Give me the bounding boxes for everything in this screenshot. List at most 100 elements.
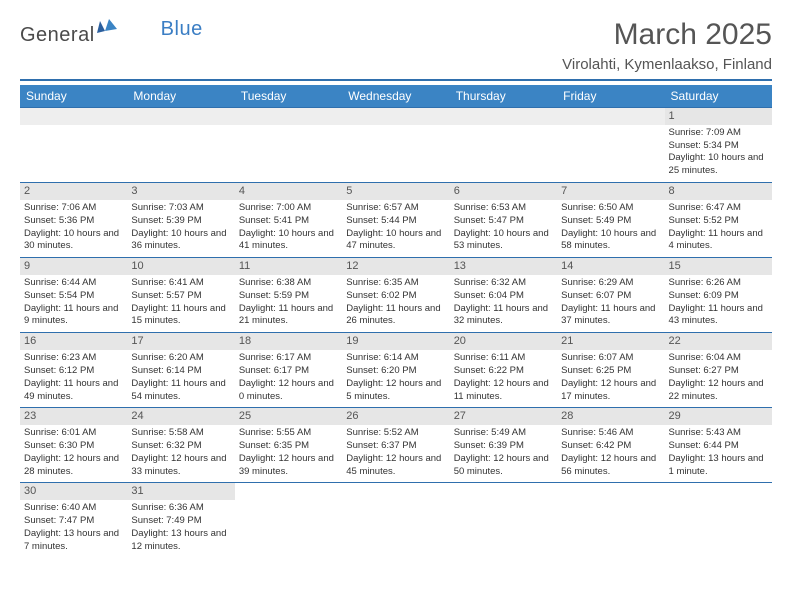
calendar-day-cell: 13 Sunrise: 6:32 AMSunset: 6:04 PMDayligh… [450, 258, 557, 333]
day-number: 27 [450, 408, 557, 425]
day-details: Sunrise: 5:52 AMSunset: 6:37 PMDaylight:… [346, 427, 445, 478]
day-number: 7 [557, 183, 664, 200]
brand-logo: General Blue [20, 24, 203, 47]
day-details: Sunrise: 6:14 AMSunset: 6:20 PMDaylight:… [346, 352, 445, 403]
day-details: Sunrise: 6:11 AMSunset: 6:22 PMDaylight:… [454, 352, 553, 403]
day-number: 15 [665, 258, 772, 275]
header: General Blue March 2025 Virolahti, Kymen… [20, 18, 772, 73]
day-number: 12 [342, 258, 449, 275]
day-details: Sunrise: 6:40 AMSunset: 7:47 PMDaylight:… [24, 502, 123, 553]
weekday-header: Tuesday [235, 85, 342, 108]
calendar-day-cell [450, 108, 557, 183]
day-details: Sunrise: 6:20 AMSunset: 6:14 PMDaylight:… [131, 352, 230, 403]
day-number: 17 [127, 333, 234, 350]
calendar-day-cell: 8Sunrise: 6:47 AMSunset: 5:52 PMDaylight… [665, 183, 772, 258]
brand-part1: General [20, 24, 95, 47]
location-text: Virolahti, Kymenlaakso, Finland [562, 56, 772, 73]
weekday-header: Wednesday [342, 85, 449, 108]
day-number-empty [557, 108, 664, 125]
calendar-week-row: 30 Sunrise: 6:40 AMSunset: 7:47 PMDayligh… [20, 483, 772, 558]
calendar-day-cell [235, 483, 342, 558]
calendar-header: SundayMondayTuesdayWednesdayThursdayFrid… [20, 85, 772, 108]
day-number: 22 [665, 333, 772, 350]
day-number: 24 [127, 408, 234, 425]
weekday-header: Saturday [665, 85, 772, 108]
calendar-day-cell: 3Sunrise: 7:03 AMSunset: 5:39 PMDaylight… [127, 183, 234, 258]
calendar-day-cell: 29Sunrise: 5:43 AMSunset: 6:44 PMDayligh… [665, 408, 772, 483]
day-number: 23 [20, 408, 127, 425]
day-number: 20 [450, 333, 557, 350]
day-details: Sunrise: 6:50 AMSunset: 5:49 PMDaylight:… [561, 202, 660, 253]
calendar-day-cell [557, 108, 664, 183]
calendar-day-cell: 18 Sunrise: 6:17 AMSunset: 6:17 PMDayligh… [235, 333, 342, 408]
day-details: Sunrise: 6:32 AMSunset: 6:04 PMDaylight:… [454, 277, 553, 328]
weekday-header: Thursday [450, 85, 557, 108]
day-details: Sunrise: 6:07 AMSunset: 6:25 PMDaylight:… [561, 352, 660, 403]
day-number: 5 [342, 183, 449, 200]
calendar-day-cell: 31 Sunrise: 6:36 AMSunset: 7:49 PMDayligh… [127, 483, 234, 558]
day-number-empty [450, 108, 557, 125]
day-details: Sunrise: 6:44 AMSunset: 5:54 PMDaylight:… [24, 277, 123, 328]
calendar-day-cell [557, 483, 664, 558]
day-number: 26 [342, 408, 449, 425]
day-number: 18 [235, 333, 342, 350]
calendar-day-cell: 30 Sunrise: 6:40 AMSunset: 7:47 PMDayligh… [20, 483, 127, 558]
day-details: Sunrise: 7:00 AMSunset: 5:41 PMDaylight:… [239, 202, 338, 253]
calendar-day-cell: 1Sunrise: 7:09 AMSunset: 5:34 PMDaylight… [665, 108, 772, 183]
calendar-day-cell: 26 Sunrise: 5:52 AMSunset: 6:37 PMDayligh… [342, 408, 449, 483]
calendar-day-cell: 14 Sunrise: 6:29 AMSunset: 6:07 PMDayligh… [557, 258, 664, 333]
calendar-week-row: 2Sunrise: 7:06 AMSunset: 5:36 PMDaylight… [20, 183, 772, 258]
day-details: Sunrise: 6:35 AMSunset: 6:02 PMDaylight:… [346, 277, 445, 328]
day-number: 11 [235, 258, 342, 275]
day-number-empty [20, 108, 127, 125]
calendar-day-cell: 7 Sunrise: 6:50 AMSunset: 5:49 PMDaylight… [557, 183, 664, 258]
weekday-header: Monday [127, 85, 234, 108]
day-number: 8 [665, 183, 772, 200]
weekday-header: Sunday [20, 85, 127, 108]
day-number: 9 [20, 258, 127, 275]
day-details: Sunrise: 6:17 AMSunset: 6:17 PMDaylight:… [239, 352, 338, 403]
header-rule [20, 79, 772, 81]
day-number: 28 [557, 408, 664, 425]
calendar-day-cell: 4Sunrise: 7:00 AMSunset: 5:41 PMDaylight… [235, 183, 342, 258]
calendar-day-cell: 19Sunrise: 6:14 AMSunset: 6:20 PMDayligh… [342, 333, 449, 408]
day-details: Sunrise: 6:29 AMSunset: 6:07 PMDaylight:… [561, 277, 660, 328]
day-number-empty [235, 108, 342, 125]
calendar-day-cell [450, 483, 557, 558]
day-details: Sunrise: 5:58 AMSunset: 6:32 PMDaylight:… [131, 427, 230, 478]
day-number: 2 [20, 183, 127, 200]
day-number: 1 [665, 108, 772, 125]
calendar-day-cell: 24 Sunrise: 5:58 AMSunset: 6:32 PMDayligh… [127, 408, 234, 483]
day-details: Sunrise: 6:23 AMSunset: 6:12 PMDaylight:… [24, 352, 123, 403]
day-number: 31 [127, 483, 234, 500]
calendar-day-cell [127, 108, 234, 183]
calendar-week-row: 9 Sunrise: 6:44 AMSunset: 5:54 PMDaylight… [20, 258, 772, 333]
day-details: Sunrise: 6:36 AMSunset: 7:49 PMDaylight:… [131, 502, 230, 553]
calendar-day-cell [235, 108, 342, 183]
weekday-header: Friday [557, 85, 664, 108]
calendar-table: SundayMondayTuesdayWednesdayThursdayFrid… [20, 85, 772, 558]
calendar-day-cell: 11Sunrise: 6:38 AMSunset: 5:59 PMDayligh… [235, 258, 342, 333]
day-number: 10 [127, 258, 234, 275]
day-details: Sunrise: 6:01 AMSunset: 6:30 PMDaylight:… [24, 427, 123, 478]
day-number: 25 [235, 408, 342, 425]
calendar-day-cell: 23 Sunrise: 6:01 AMSunset: 6:30 PMDayligh… [20, 408, 127, 483]
day-number: 13 [450, 258, 557, 275]
calendar-day-cell: 28 Sunrise: 5:46 AMSunset: 6:42 PMDayligh… [557, 408, 664, 483]
calendar-day-cell: 17 Sunrise: 6:20 AMSunset: 6:14 PMDayligh… [127, 333, 234, 408]
day-details: Sunrise: 5:46 AMSunset: 6:42 PMDaylight:… [561, 427, 660, 478]
day-details: Sunrise: 5:55 AMSunset: 6:35 PMDaylight:… [239, 427, 338, 478]
day-number: 30 [20, 483, 127, 500]
calendar-day-cell [342, 483, 449, 558]
day-number: 14 [557, 258, 664, 275]
calendar-day-cell: 20 Sunrise: 6:11 AMSunset: 6:22 PMDayligh… [450, 333, 557, 408]
day-number: 3 [127, 183, 234, 200]
calendar-day-cell: 9 Sunrise: 6:44 AMSunset: 5:54 PMDaylight… [20, 258, 127, 333]
day-details: Sunrise: 6:41 AMSunset: 5:57 PMDaylight:… [131, 277, 230, 328]
day-number-empty [342, 108, 449, 125]
calendar-day-cell: 6Sunrise: 6:53 AMSunset: 5:47 PMDaylight… [450, 183, 557, 258]
day-number: 6 [450, 183, 557, 200]
calendar-day-cell [342, 108, 449, 183]
day-details: Sunrise: 5:49 AMSunset: 6:39 PMDaylight:… [454, 427, 553, 478]
calendar-body: 1Sunrise: 7:09 AMSunset: 5:34 PMDaylight… [20, 108, 772, 558]
